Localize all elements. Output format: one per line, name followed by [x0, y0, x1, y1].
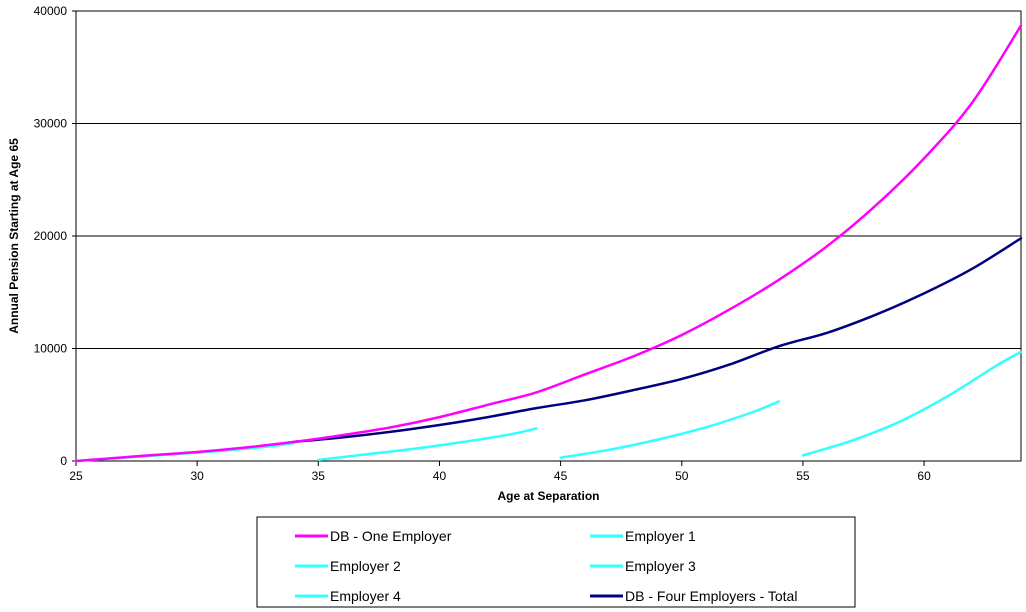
y-tick-label: 30000: [34, 117, 68, 131]
horizontal-gridlines: [76, 10, 1021, 462]
series-line-employer-4: [801, 350, 1023, 457]
x-tick-label: 55: [796, 469, 810, 483]
y-axis: 0 10000 20000 30000 40000: [34, 4, 76, 468]
series-line-db-four-employers-total: [292, 237, 1023, 444]
legend-label: Employer 2: [330, 558, 401, 574]
chart-legend: DB - One Employer Employer 1 Employer 2 Emp…: [256, 516, 856, 608]
series-line-employer-3: [559, 400, 780, 459]
series-lines: [74, 24, 1023, 463]
legend-label: Employer 4: [330, 588, 401, 604]
y-tick-label: 20000: [34, 229, 68, 243]
y-axis-title: Annual Pension Starting at Age 65: [7, 138, 21, 334]
x-tick-label: 25: [69, 469, 83, 483]
legend-label: DB - One Employer: [330, 528, 452, 544]
x-tick-label: 60: [917, 469, 931, 483]
x-tick-label: 30: [190, 469, 204, 483]
series-line-db-one-employer: [74, 24, 1023, 463]
x-axis-title: Age at Separation: [497, 489, 599, 503]
x-tick-label: 50: [675, 469, 689, 483]
x-axis: 25 30 35 40 45 50 55 60: [69, 461, 931, 483]
x-tick-label: 40: [433, 469, 447, 483]
y-tick-label: 0: [60, 454, 67, 468]
legend-label: Employer 1: [625, 528, 696, 544]
series-line-employer-2: [317, 427, 538, 462]
y-tick-label: 10000: [34, 342, 68, 356]
y-tick-label: 40000: [34, 4, 68, 18]
legend-label: Employer 3: [625, 558, 696, 574]
legend-label: DB - Four Employers - Total: [625, 588, 797, 604]
x-tick-label: 45: [554, 469, 568, 483]
legend-box: [256, 516, 856, 608]
x-tick-label: 35: [312, 469, 326, 483]
